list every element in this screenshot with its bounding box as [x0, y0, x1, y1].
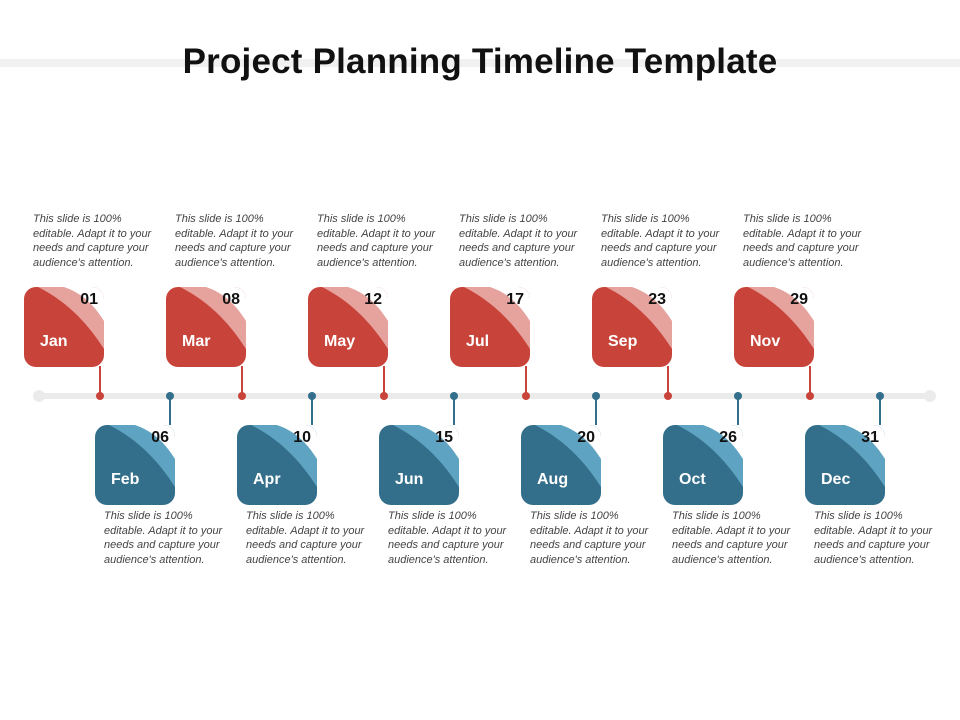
bottom-event-description: This slide is 100% editable. Adapt it to… — [388, 510, 507, 566]
event-connector — [809, 366, 811, 396]
event-month: May — [324, 333, 356, 350]
event-day: 17 — [506, 291, 524, 308]
event-day: 31 — [861, 429, 879, 446]
card-fold-graphic — [322, 287, 388, 349]
event-day: 15 — [435, 429, 453, 446]
event-month: Oct — [679, 471, 706, 488]
timeline-marker-dot — [96, 392, 104, 400]
top-event-card: 12 May — [308, 287, 388, 367]
timeline-axis-end-cap — [924, 390, 936, 402]
timeline-marker-dot — [664, 392, 672, 400]
top-event-description: This slide is 100% editable. Adapt it to… — [459, 213, 578, 269]
card-fold-graphic — [393, 425, 459, 487]
event-connector — [879, 396, 881, 425]
event-day: 23 — [648, 291, 666, 308]
top-event-description: This slide is 100% editable. Adapt it to… — [33, 213, 152, 269]
event-connector — [169, 396, 171, 425]
card-fold-graphic — [109, 425, 175, 487]
top-event-card: 01 Jan — [24, 287, 104, 367]
event-day: 12 — [364, 291, 382, 308]
top-event-card: 29 Nov — [734, 287, 814, 367]
bottom-event-description: This slide is 100% editable. Adapt it to… — [104, 510, 223, 566]
event-connector — [737, 396, 739, 425]
timeline-marker-dot — [380, 392, 388, 400]
event-connector — [595, 396, 597, 425]
event-month: Jun — [395, 471, 424, 488]
card-fold-graphic — [38, 287, 104, 349]
event-connector — [241, 366, 243, 396]
event-connector — [667, 366, 669, 396]
page-title: Project Planning Timeline Template — [182, 42, 778, 81]
event-month: Aug — [537, 471, 569, 488]
top-event-description: This slide is 100% editable. Adapt it to… — [317, 213, 436, 269]
event-day: 10 — [293, 429, 311, 446]
event-month: Feb — [111, 471, 140, 488]
top-event-card: 17 Jul — [450, 287, 530, 367]
event-month: Nov — [750, 333, 781, 350]
top-event-description: This slide is 100% editable. Adapt it to… — [175, 213, 294, 269]
timeline-marker-dot — [592, 392, 600, 400]
card-fold-graphic — [180, 287, 246, 349]
card-fold-graphic — [819, 425, 885, 487]
top-event-description: This slide is 100% editable. Adapt it to… — [601, 213, 720, 269]
card-fold-graphic — [464, 287, 530, 349]
event-day: 06 — [151, 429, 169, 446]
card-fold-graphic — [677, 425, 743, 487]
timeline-axis — [38, 393, 930, 399]
top-event-description: This slide is 100% editable. Adapt it to… — [743, 213, 862, 269]
event-connector — [453, 396, 455, 425]
timeline-marker-dot — [308, 392, 316, 400]
bottom-event-card: 26 Oct — [663, 425, 743, 505]
card-fold-graphic — [748, 287, 814, 349]
bottom-event-description: This slide is 100% editable. Adapt it to… — [814, 510, 933, 566]
bottom-event-description: This slide is 100% editable. Adapt it to… — [530, 510, 649, 566]
event-day: 26 — [719, 429, 737, 446]
event-day: 29 — [790, 291, 808, 308]
top-event-card: 08 Mar — [166, 287, 246, 367]
card-fold-graphic — [535, 425, 601, 487]
timeline-marker-dot — [238, 392, 246, 400]
timeline-marker-dot — [806, 392, 814, 400]
event-month: Apr — [253, 471, 281, 488]
bottom-event-description: This slide is 100% editable. Adapt it to… — [672, 510, 791, 566]
event-day: 08 — [222, 291, 240, 308]
event-connector — [383, 366, 385, 396]
event-month: Dec — [821, 471, 851, 488]
event-connector — [525, 366, 527, 396]
bottom-event-card: 10 Apr — [237, 425, 317, 505]
timeline-marker-dot — [522, 392, 530, 400]
event-day: 01 — [80, 291, 98, 308]
bottom-event-card: 15 Jun — [379, 425, 459, 505]
event-day: 20 — [577, 429, 595, 446]
top-event-card: 23 Sep — [592, 287, 672, 367]
bottom-event-description: This slide is 100% editable. Adapt it to… — [246, 510, 365, 566]
card-fold-graphic — [251, 425, 317, 487]
timeline-marker-dot — [450, 392, 458, 400]
event-connector — [99, 366, 101, 396]
event-month: Sep — [608, 333, 638, 350]
event-month: Jul — [466, 333, 490, 350]
event-connector — [311, 396, 313, 425]
event-month: Jan — [40, 333, 68, 350]
timeline-marker-dot — [876, 392, 884, 400]
title-stripe — [0, 59, 960, 67]
timeline-marker-dot — [734, 392, 742, 400]
card-fold-graphic — [606, 287, 672, 349]
bottom-event-card: 20 Aug — [521, 425, 601, 505]
timeline-axis-start-cap — [33, 390, 45, 402]
bottom-event-card: 06 Feb — [95, 425, 175, 505]
timeline-marker-dot — [166, 392, 174, 400]
bottom-event-card: 31 Dec — [805, 425, 885, 505]
event-month: Mar — [182, 333, 211, 350]
